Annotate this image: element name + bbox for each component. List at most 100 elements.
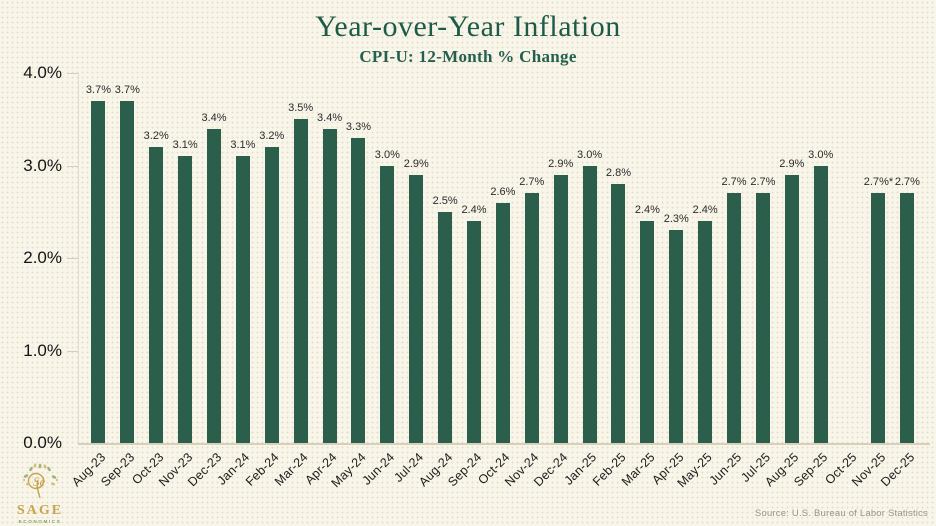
y-axis-tick-mark [67, 165, 78, 167]
bar [640, 221, 655, 443]
bar [293, 119, 308, 443]
bar-value-label: 2.3% [663, 213, 689, 226]
bar [351, 137, 366, 443]
bar-value-label: 2.5% [432, 194, 458, 207]
bar [727, 193, 742, 443]
bar-value-label: 3.3% [345, 120, 371, 133]
bar [235, 156, 250, 443]
bar-slot-apr-24: 3.4% Apr-24 [302, 73, 344, 488]
bar-slot-feb-24: 3.2% Feb-24 [243, 73, 286, 489]
logo-tree-icon: Se [22, 463, 59, 499]
bar [322, 128, 337, 443]
y-axis-tick-label: 0.0% [23, 433, 62, 452]
bar-value-label: 3.5% [288, 102, 314, 115]
y-axis-tick-label: 4.0% [23, 63, 62, 82]
bar [611, 184, 626, 443]
bar-value-label: 3.4% [317, 111, 343, 124]
bar-slot-dec-25: 2.7% Dec-25 [878, 73, 922, 489]
bar-slot-may-25: 2.4% May-25 [675, 73, 720, 490]
bar-value-label: 2.9% [403, 157, 429, 170]
source-note: Source: U.S. Bureau of Labor Statistics [754, 508, 928, 519]
bar-slot-feb-25: 2.8% Feb-25 [590, 73, 633, 489]
bar-slot-sep-23: 3.7% Sep-23 [98, 73, 142, 490]
bar-slot-mar-24: 3.5% Mar-24 [272, 73, 315, 488]
bar-slot-dec-23: 3.4% Dec-23 [185, 73, 229, 490]
y-axis-tick-mark [67, 350, 78, 352]
chart-title: Year-over-Year Inflation [315, 10, 621, 43]
bar-value-label: 2.4% [692, 204, 718, 216]
bar-value-label: 3.0% [374, 148, 400, 161]
bar-slot-mar-25: 2.4% Mar-25 [619, 73, 662, 489]
bar-slot-jun-24: 3.0% Jun-24 [359, 73, 402, 488]
bar-value-label: 2.7% [750, 176, 776, 189]
bar-slot-nov-25: 2.7%* Nov-25 [849, 73, 894, 489]
bar [669, 230, 684, 443]
chart-subtitle: CPI-U: 12-Month % Change [359, 47, 577, 66]
bar-value-label: 2.9% [548, 157, 574, 170]
bar-value-label: 2.7% [894, 176, 920, 189]
bar-value-label: 3.1% [172, 139, 198, 152]
bar [582, 165, 597, 443]
bar-value-label: 2.9% [779, 157, 805, 170]
bar-slot-jul-25: 2.7% Jul-25 [738, 73, 777, 485]
x-axis-label: Jun-25 [706, 450, 744, 488]
bar-value-label: 2.7% [519, 176, 545, 189]
bar-slot-nov-24: 2.7% Nov-24 [502, 73, 546, 489]
bar-slot-oct-24: 2.6% Oct-24 [476, 73, 517, 488]
bar-value-label: 3.7% [114, 83, 140, 96]
logo-brand-text: SAGE [16, 503, 64, 519]
bar-value-label: 2.7% [721, 176, 747, 189]
bar-value-label: 3.7% [85, 83, 111, 96]
bar [91, 100, 106, 443]
bar-value-label: 2.6% [490, 185, 516, 198]
y-axis-tick-label: 3.0% [23, 155, 62, 175]
bar-slot-dec-24: 2.9% Dec-24 [531, 73, 575, 489]
bar-value-label: 3.0% [577, 148, 603, 161]
bar-value-label: 3.4% [201, 111, 227, 124]
bar [120, 100, 135, 443]
bar [409, 174, 424, 443]
sage-economics-logo: Se SAGE ECONOMICS [10, 462, 70, 525]
logo-monogram: Se [33, 474, 46, 489]
bar-slot-jun-25: 2.7% Jun-25 [706, 73, 749, 488]
bar-slot-nov-23: 3.1% Nov-23 [156, 73, 200, 489]
bar [698, 221, 713, 443]
bar-slot-sep-25: 3.0% Sep-25 [791, 73, 835, 490]
bar [553, 174, 568, 443]
bar-slot-oct-23: 3.2% Oct-23 [129, 73, 171, 487]
bar-value-label: 2.8% [605, 167, 632, 179]
bar [495, 202, 510, 443]
logo-sub-text: ECONOMICS [18, 519, 62, 525]
bar-value-label: 3.2% [143, 130, 169, 142]
bar [755, 193, 770, 443]
bar [900, 193, 915, 443]
y-axis-line [78, 73, 79, 443]
y-axis-tick-label: 2.0% [23, 248, 62, 267]
bar-slot-aug-23: 3.7% Aug-23 [69, 73, 113, 490]
bar [871, 193, 886, 443]
bar [438, 211, 453, 443]
bar-slot-jan-25: 3.0% Jan-25 [562, 73, 604, 488]
y-axis-tick-mark [67, 73, 78, 74]
bar-value-label: 2.7%* [863, 176, 894, 189]
bar-slot-jul-24: 2.9% Jul-24 [391, 73, 431, 485]
bar [178, 156, 193, 443]
y-axis-tick-mark [67, 258, 78, 259]
bar [149, 147, 164, 443]
bar [524, 193, 539, 443]
bar-value-label: 2.4% [634, 204, 660, 216]
bar-value-label: 3.0% [808, 148, 834, 161]
bar [467, 221, 482, 443]
bar [813, 165, 828, 443]
bar-value-label: 2.4% [461, 204, 487, 216]
bar-slot-aug-24: 2.5% Aug-24 [416, 73, 460, 490]
bar-slot-sep-24: 2.4% Sep-24 [445, 73, 489, 489]
bar [380, 165, 395, 443]
plot-area: 3.7% Aug-23 3.7% Sep-23 3.2% Oct-23 3.1% Nov-23… [69, 73, 922, 490]
bar-value-label: 3.2% [259, 130, 285, 142]
bar [264, 147, 279, 443]
bar-slot-may-24: 3.3% May-24 [328, 73, 373, 490]
bar-slot-apr-25: 2.3% Apr-25 [649, 73, 691, 487]
bar-slot-jan-24: 3.1% Jan-24 [215, 73, 257, 488]
